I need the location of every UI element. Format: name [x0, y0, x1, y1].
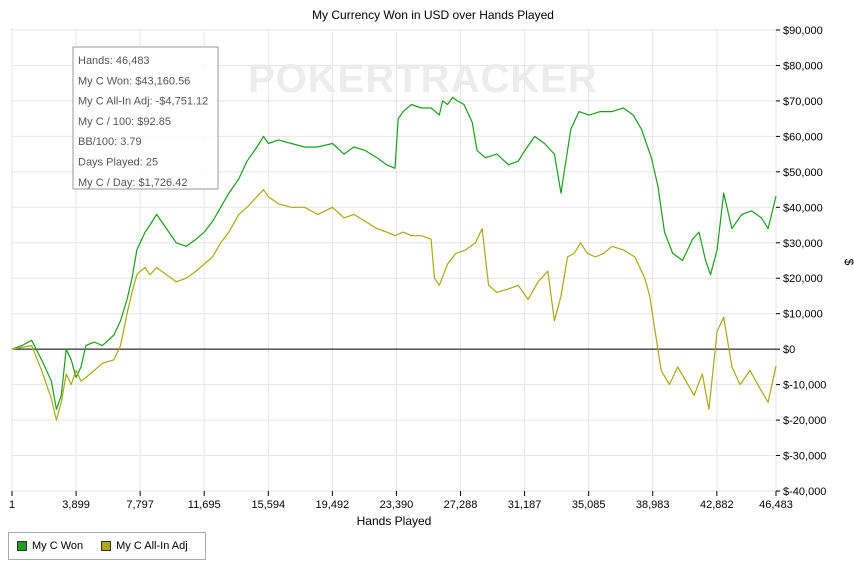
y-tick-label: $-40,000: [783, 486, 826, 498]
y-tick-label: $50,000: [783, 167, 823, 179]
x-tick-label: 19,492: [316, 499, 350, 511]
stats-line: Days Played: 25: [78, 157, 158, 169]
y-tick-label: $-30,000: [783, 451, 826, 463]
x-tick-label: 42,882: [700, 499, 734, 511]
x-tick-label: 1: [9, 499, 15, 511]
x-tick-label: 11,695: [188, 499, 221, 511]
stats-line: BB/100: 3.79: [78, 136, 142, 148]
stats-line: My C All-In Adj: -$4,751.12: [78, 96, 208, 108]
y-tick-label: $40,000: [783, 202, 823, 214]
x-tick-label: 38,983: [636, 499, 670, 511]
x-tick-label: 23,390: [380, 499, 414, 511]
legend: My C Won My C All-In Adj: [8, 532, 206, 560]
y-axis-label: $: [842, 259, 854, 266]
stats-panel: Hands: 46,483 My C Won: $43,160.56 My C Al…: [72, 46, 219, 190]
series-layer: [11, 96, 777, 421]
y-tick-label: $30,000: [783, 238, 823, 250]
x-tick-label: 27,288: [444, 499, 478, 511]
y-tick-label: $60,000: [783, 131, 823, 143]
y-tick-label: $-20,000: [783, 415, 826, 427]
legend-item-won[interactable]: My C Won: [17, 540, 83, 552]
y-tick-label: $-10,000: [783, 380, 826, 392]
y-axis: $-40,000 $-30,000 $-20,000 $-10,000 $0 $10,00…: [776, 25, 826, 498]
series-line-won: [11, 96, 777, 410]
x-axis-label: Hands Played: [357, 514, 432, 528]
y-tick-label: $70,000: [783, 96, 823, 108]
stats-line: My C / 100: $92.85: [78, 116, 171, 128]
y-tick-label: $20,000: [783, 273, 823, 285]
series-line-allin: [11, 189, 777, 421]
x-tick-label: 7,797: [126, 499, 154, 511]
y-tick-label: $10,000: [783, 309, 823, 321]
x-tick-label: 31,187: [508, 499, 542, 511]
watermark: POKERTRACKER: [248, 57, 598, 101]
legend-swatch-allin: [101, 541, 112, 551]
y-tick-label: $90,000: [783, 25, 823, 37]
stats-line: My C / Day: $1,726.42: [78, 177, 187, 189]
x-tick-label: 3,899: [62, 499, 90, 511]
legend-item-allin[interactable]: My C All-In Adj: [101, 540, 188, 552]
chart-title: My Currency Won in USD over Hands Played: [312, 8, 554, 22]
legend-label: My C Won: [32, 540, 84, 552]
stats-panel-frame: [72, 46, 219, 190]
y-tick-label: $80,000: [783, 60, 823, 72]
x-tick-label: 35,085: [572, 499, 606, 511]
y-tick-label: $0: [783, 344, 795, 356]
x-tick-label: 46,483: [759, 499, 793, 511]
legend-label: My C All-In Adj: [116, 540, 188, 552]
x-axis: 1 3,899 7,797 11,695 15,594 19,492 23,390 27,28…: [9, 491, 793, 511]
legend-swatch-won: [17, 541, 27, 551]
stats-line: Hands: 46,483: [78, 55, 150, 67]
stats-line: My C Won: $43,160.56: [78, 75, 190, 87]
x-tick-label: 15,594: [251, 499, 285, 511]
